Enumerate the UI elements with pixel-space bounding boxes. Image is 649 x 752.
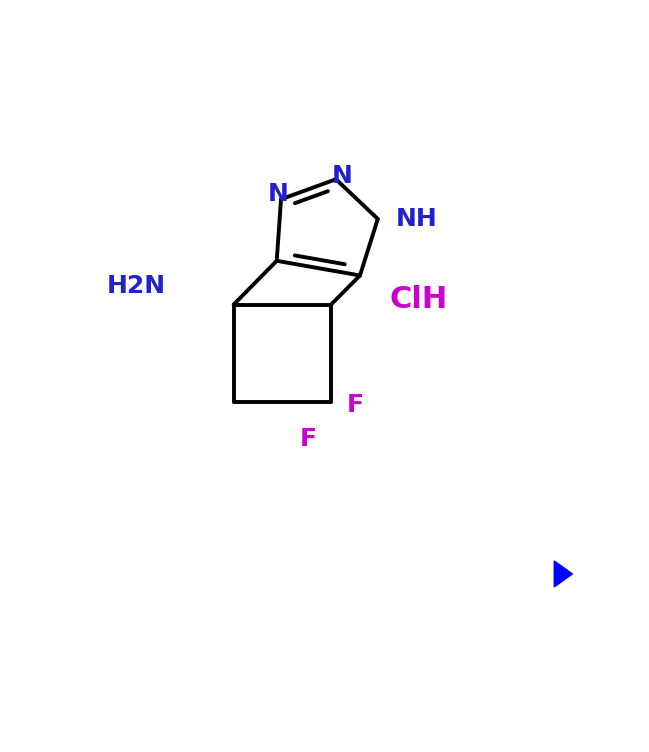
- Text: N: N: [267, 182, 288, 206]
- Text: F: F: [347, 393, 364, 417]
- Text: ClH: ClH: [389, 285, 448, 314]
- Polygon shape: [554, 561, 572, 587]
- Text: N: N: [332, 164, 353, 188]
- Text: F: F: [300, 426, 317, 450]
- Text: NH: NH: [396, 207, 437, 231]
- Text: H2N: H2N: [106, 274, 165, 299]
